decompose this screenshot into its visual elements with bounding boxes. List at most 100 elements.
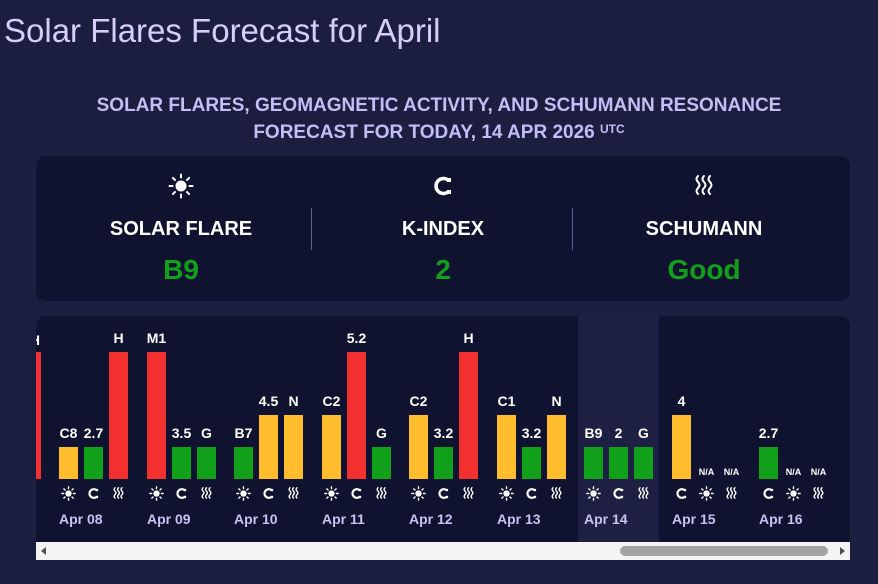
date-label: Apr 09	[147, 511, 191, 527]
partial-day: H	[36, 316, 46, 544]
bar-value-label: C1	[497, 393, 516, 409]
day-column-apr-11: C2 5.2 G Apr 11	[322, 316, 403, 544]
bar-value-label: 5.2	[346, 330, 367, 346]
forecast-bar[interactable]	[109, 352, 128, 479]
divider	[572, 208, 573, 250]
forecast-bar[interactable]	[234, 447, 253, 479]
sun-icon	[59, 486, 78, 501]
forecast-bar[interactable]	[147, 352, 166, 479]
forecast-bar[interactable]	[347, 352, 366, 479]
forecast-bar[interactable]	[197, 447, 216, 479]
subtitle-line-2: FORECAST FOR TODAY, 14 APR 2026	[253, 122, 595, 143]
summary-schumann: SCHUMANN Good	[573, 156, 835, 301]
forecast-bar[interactable]	[322, 415, 341, 479]
scrollbar-thumb[interactable]	[620, 546, 828, 556]
forecast-bar[interactable]	[84, 447, 103, 479]
magnet-icon	[759, 486, 778, 501]
summary-solar-flare: SOLAR FLARE B9	[50, 156, 312, 301]
date-label: Apr 13	[497, 511, 541, 527]
day-column-apr-10: B7 4.5 N Apr 10	[234, 316, 315, 544]
forecast-bar[interactable]	[434, 447, 453, 479]
bar-slot: G	[634, 316, 653, 479]
bar-value-label: H	[113, 330, 124, 346]
bar-slot: 5.2	[347, 316, 366, 479]
bar-value-label: H	[463, 330, 474, 346]
today-summary-panel: SOLAR FLARE B9 K-INDEX 2 SCHUMANN Good	[36, 156, 850, 301]
forecast-bar[interactable]	[259, 415, 278, 479]
forecast-bar[interactable]	[759, 447, 778, 479]
bar-slot: C1	[497, 316, 516, 479]
bar-value-label: B9	[584, 425, 603, 441]
bar-slot: B9	[584, 316, 603, 479]
waves-icon	[809, 486, 828, 501]
bar-value-label: N	[288, 393, 299, 409]
bar-value-label: G	[376, 425, 387, 441]
magnet-icon	[672, 486, 691, 501]
forecast-timeline[interactable]: H C8 2.7 H Apr 08 M1 3.5 G Apr 09 B7 4.5 N Apr 10 C2…	[36, 316, 850, 560]
waves-icon	[372, 486, 391, 501]
bar-value-label: N	[551, 393, 562, 409]
bar-slot: 3.2	[434, 316, 453, 479]
divider	[311, 208, 312, 250]
bar-slot: 2	[609, 316, 628, 479]
waves-icon	[722, 486, 741, 501]
forecast-bar[interactable]	[609, 447, 628, 479]
magnet-icon	[434, 486, 453, 501]
partial-bar-label: H	[36, 332, 40, 348]
magnet-icon	[259, 486, 278, 501]
forecast-bar[interactable]	[584, 447, 603, 479]
sun-icon	[322, 486, 341, 501]
partial-bar	[36, 352, 41, 479]
sun-icon	[584, 486, 603, 501]
forecast-bar[interactable]	[409, 415, 428, 479]
forecast-bar[interactable]	[284, 415, 303, 479]
date-label: Apr 10	[234, 511, 278, 527]
page-title: Solar Flares Forecast for April	[4, 12, 441, 49]
sun-icon	[234, 486, 253, 501]
sun-icon	[697, 486, 716, 501]
scroll-left-arrow-icon[interactable]	[38, 545, 50, 557]
date-label: Apr 14	[584, 511, 628, 527]
waves-icon	[547, 486, 566, 501]
date-label: Apr 15	[672, 511, 716, 527]
bar-value-label: B7	[234, 425, 253, 441]
summary-label: K-INDEX	[401, 218, 485, 240]
bar-slot: N/A	[697, 316, 716, 479]
waves-icon	[573, 173, 835, 199]
forecast-bar[interactable]	[672, 415, 691, 479]
day-column-apr-13: C1 3.2 N Apr 13	[497, 316, 578, 544]
forecast-bar[interactable]	[372, 447, 391, 479]
magnet-icon	[172, 486, 191, 501]
bar-slot: 4	[672, 316, 691, 479]
waves-icon	[634, 486, 653, 501]
bar-value-label: C2	[322, 393, 341, 409]
forecast-bar[interactable]	[459, 352, 478, 479]
sun-icon	[50, 173, 312, 199]
summary-label: SOLAR FLARE	[109, 218, 253, 240]
forecast-bar[interactable]	[497, 415, 516, 479]
forecast-bar[interactable]	[59, 447, 78, 479]
magnet-icon	[84, 486, 103, 501]
bar-slot: N	[547, 316, 566, 479]
scroll-right-arrow-icon[interactable]	[836, 545, 848, 557]
bar-slot: 2.7	[84, 316, 103, 479]
day-column-apr-14: B9 2 G Apr 14	[578, 316, 659, 544]
forecast-bar[interactable]	[547, 415, 566, 479]
bar-slot: N/A	[809, 316, 828, 479]
forecast-bar[interactable]	[522, 447, 541, 479]
utc-superscript: UTC	[600, 122, 625, 136]
horizontal-scrollbar[interactable]	[36, 542, 850, 560]
forecast-bar[interactable]	[172, 447, 191, 479]
sun-icon	[409, 486, 428, 501]
day-column-apr-12: C2 3.2 H Apr 12	[409, 316, 490, 544]
bar-value-label: N/A	[723, 467, 740, 477]
bar-value-label: 3.2	[521, 425, 542, 441]
forecast-bar[interactable]	[634, 447, 653, 479]
waves-icon	[197, 486, 216, 501]
bar-slot: 3.2	[522, 316, 541, 479]
bar-slot: N/A	[722, 316, 741, 479]
summary-value: 2	[435, 254, 451, 285]
bar-value-label: N/A	[785, 467, 802, 477]
day-column-apr-15: 4 N/A N/A Apr 15	[672, 316, 753, 544]
summary-label: SCHUMANN	[645, 218, 763, 240]
